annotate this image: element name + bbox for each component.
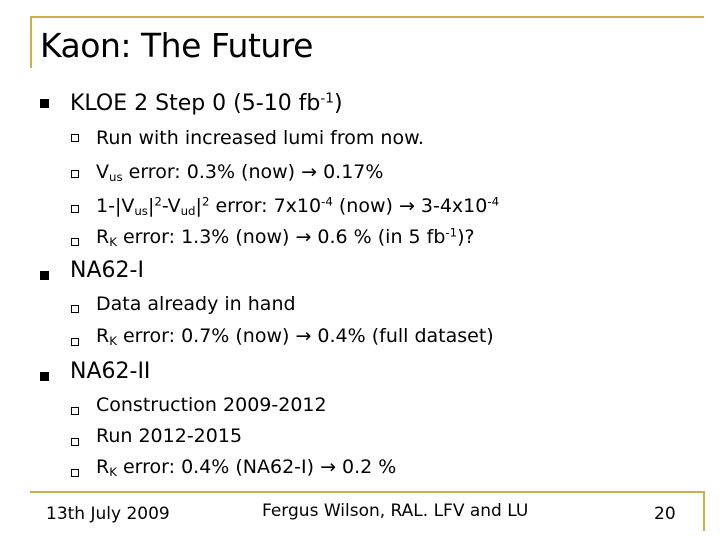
- list-item: Run 2012-2015: [96, 425, 243, 447]
- section-heading-na62-i: NA62-I: [70, 258, 144, 283]
- item-bullet: [71, 205, 79, 213]
- footer-date: 13th July 2009: [46, 504, 170, 524]
- item-bullet: [71, 305, 79, 313]
- list-item: Run with increased lumi from now.: [96, 127, 424, 149]
- list-item: Construction 2009-2012: [96, 394, 327, 416]
- section-bullet: [40, 99, 49, 108]
- list-item: Data already in hand: [96, 293, 296, 315]
- item-bullet: [71, 170, 79, 178]
- list-item: RK error: 0.4% (NA62-I) → 0.2 %: [96, 456, 397, 479]
- item-bullet: [71, 238, 79, 246]
- item-bullet: [71, 438, 79, 446]
- section-bullet: [40, 271, 49, 280]
- item-bullet: [71, 134, 79, 142]
- list-item: RK error: 0.7% (now) → 0.4% (full datase…: [96, 325, 494, 348]
- section-bullet: [40, 372, 49, 381]
- item-bullet: [71, 407, 79, 415]
- footer-frame-right-border: [703, 491, 705, 531]
- list-item: Vus error: 0.3% (now) → 0.17%: [96, 161, 384, 184]
- footer-author: Fergus Wilson, RAL. LFV and LU: [262, 501, 529, 521]
- item-bullet: [71, 469, 79, 477]
- title-frame-left-border: [30, 16, 32, 68]
- section-heading-na62-ii: NA62-II: [70, 359, 151, 384]
- page-number: 20: [654, 504, 676, 524]
- slide-title: Kaon: The Future: [40, 26, 313, 65]
- section-heading-kloe2: KLOE 2 Step 0 (5-10 fb-1): [70, 90, 343, 116]
- list-item: RK error: 1.3% (now) → 0.6 % (in 5 fb-1)…: [96, 225, 475, 249]
- list-item: 1-|Vus|2-Vud|2 error: 7x10-4 (now) → 3-4…: [96, 194, 500, 218]
- footer-divider: [30, 491, 704, 493]
- title-frame-top-border: [30, 16, 704, 18]
- item-bullet: [71, 338, 79, 346]
